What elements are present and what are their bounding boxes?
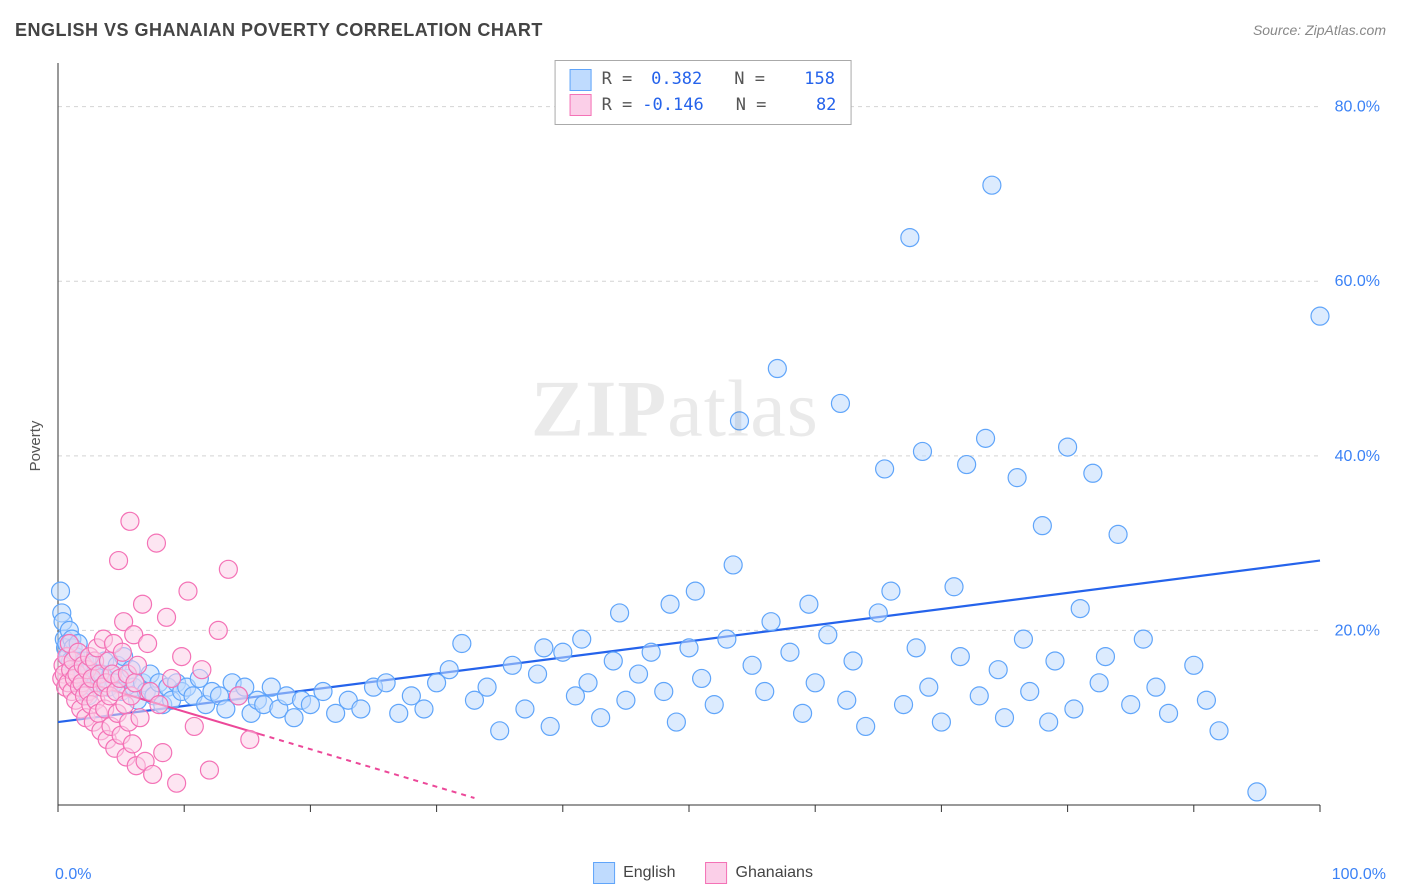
chart-title: ENGLISH VS GHANAIAN POVERTY CORRELATION …	[15, 20, 543, 41]
svg-text:40.0%: 40.0%	[1335, 448, 1380, 465]
legend-item-english: English	[593, 862, 675, 884]
swatch-english	[593, 862, 615, 884]
svg-text:80.0%: 80.0%	[1335, 99, 1380, 116]
legend-label-ghanaians: Ghanaians	[736, 864, 813, 882]
x-min-label: 0.0%	[55, 866, 91, 884]
legend-label-english: English	[623, 864, 675, 882]
r-value-english: 0.382	[642, 67, 702, 93]
swatch-ghanaians	[570, 94, 592, 116]
n-value-ghanaians: 82	[776, 93, 836, 119]
swatch-ghanaians	[706, 862, 728, 884]
y-axis-label: Poverty	[27, 421, 44, 472]
n-value-english: 158	[775, 67, 835, 93]
source-label: Source: ZipAtlas.com	[1253, 22, 1386, 38]
corr-row-english: R = 0.382 N = 158	[570, 67, 837, 93]
plot-area: 20.0% 40.0% 60.0% 80.0%	[50, 55, 1390, 845]
swatch-english	[570, 69, 592, 91]
x-max-label: 100.0%	[1332, 866, 1386, 884]
corr-row-ghanaians: R = -0.146 N = 82	[570, 93, 837, 119]
r-label: R =	[602, 67, 633, 93]
n-label: N =	[736, 93, 767, 119]
svg-text:20.0%: 20.0%	[1335, 622, 1380, 639]
legend-item-ghanaians: Ghanaians	[706, 862, 813, 884]
r-value-ghanaians: -0.146	[642, 93, 703, 119]
scatter-svg: 20.0% 40.0% 60.0% 80.0%	[50, 55, 1390, 845]
svg-text:60.0%: 60.0%	[1335, 273, 1380, 290]
correlation-legend: R = 0.382 N = 158 R = -0.146 N = 82	[555, 60, 852, 125]
series-legend: English Ghanaians	[593, 862, 813, 884]
r-label: R =	[602, 93, 633, 119]
n-label: N =	[734, 67, 765, 93]
